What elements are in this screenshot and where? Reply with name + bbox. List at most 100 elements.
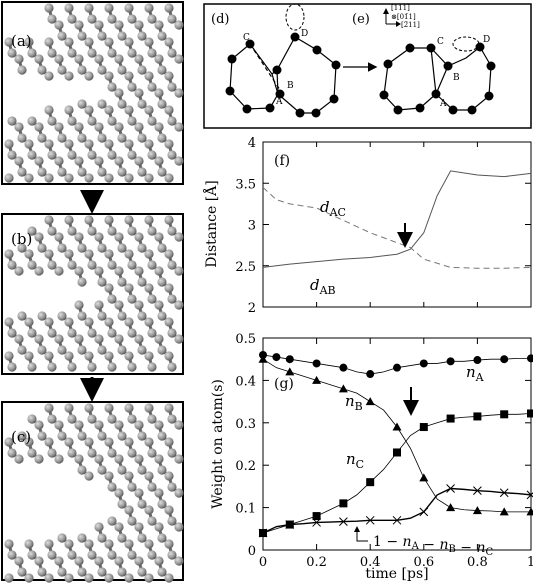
point-1-n-a-n-b-n-c — [365, 515, 375, 525]
point-n-c — [419, 423, 428, 432]
panel-label-c: (c) — [11, 428, 31, 446]
series-label-n-b: nB — [345, 392, 363, 413]
series-label-d-ab: dAB — [310, 276, 336, 297]
point-1-n-a-n-b-n-c — [339, 517, 348, 526]
series-line-n-c — [262, 413, 532, 534]
x-tick-label-g: 0.8 — [467, 555, 488, 570]
y-tick-label-g: 0.1 — [235, 502, 256, 517]
crystal-structure-a — [4, 3, 184, 183]
y-tick-label-f: 2.5 — [235, 260, 256, 275]
point-n-c — [527, 409, 533, 418]
panel-b-frame — [1, 213, 184, 375]
atom-label-a-d: A — [275, 97, 283, 107]
schematic-e: C D B A — [379, 35, 496, 115]
point-n-c — [393, 448, 401, 457]
series-markers-n-b — [258, 354, 533, 516]
y-tick-label-f: 2 — [248, 301, 256, 316]
point-n-c — [339, 499, 348, 508]
point-n-b — [392, 422, 402, 431]
point-1-n-a-n-b-n-c — [473, 486, 482, 495]
point-n-a — [339, 363, 348, 372]
point-1-n-a-n-b-n-c — [419, 507, 429, 517]
point-n-c — [500, 410, 509, 419]
x-tick-label-g: 0.4 — [360, 555, 381, 570]
point-n-a — [446, 357, 455, 366]
plot-frame-g — [262, 337, 532, 551]
y-tick-label-g: 0.2 — [235, 459, 256, 474]
series-line-d-ab — [262, 170, 532, 268]
panel-label-e: (e) — [352, 12, 370, 27]
panel-label-d: (d) — [211, 12, 229, 27]
atom-label-d-d: D — [301, 29, 308, 39]
point-n-b — [365, 397, 375, 406]
point-n-a — [527, 354, 533, 363]
point-n-a — [272, 353, 281, 362]
panel-label-g: (g) — [274, 376, 294, 392]
point-n-b — [419, 473, 429, 482]
point-1-n-a-n-b-n-c — [312, 518, 321, 527]
point-n-a — [312, 359, 321, 368]
panel-label-a: (a) — [11, 32, 32, 50]
series-label-n-c: nC — [346, 450, 364, 471]
point-n-b — [472, 506, 482, 515]
series-line-d-ac — [262, 187, 532, 269]
series-label-n-a: nA — [466, 363, 485, 384]
axis-label-111: [111] — [391, 4, 410, 12]
point-n-a — [500, 355, 509, 364]
plot-frame-f — [262, 141, 532, 308]
point-n-b — [258, 354, 268, 363]
crystal-structure-c — [4, 403, 184, 583]
distance-chart: 2 2.5 3 3.5 4 (f) Distance [Å] dAB dAC — [202, 136, 532, 316]
point-n-a — [285, 355, 294, 364]
series-label-d-ac: dAC — [320, 198, 346, 219]
point-n-c — [446, 414, 455, 423]
series-line-n-b — [262, 358, 531, 513]
point-1-n-a-n-b-n-c — [285, 520, 295, 529]
point-n-b — [499, 507, 509, 516]
point-n-b — [446, 503, 456, 512]
point-1-n-a-n-b-n-c — [446, 484, 455, 493]
atom-label-d-e: D — [483, 35, 490, 45]
y-tick-label-g: 0.4 — [235, 374, 256, 389]
point-n-c — [312, 512, 321, 521]
point-n-b — [312, 375, 322, 384]
point-1-n-a-n-b-n-c — [526, 490, 533, 500]
y-axis-label-g: Weight on atom(s) — [210, 379, 226, 509]
point-n-c — [366, 478, 375, 487]
point-n-b — [526, 507, 533, 516]
panel-label-f: (f) — [274, 153, 290, 169]
crystal-structure-b — [4, 215, 184, 372]
crystal-axes: [111] ⊗[01̄1] [2̄11] — [383, 4, 420, 29]
y-axis-label-f: Distance [Å] — [202, 180, 220, 268]
point-n-c — [473, 412, 482, 421]
schematic-d: C D B A — [225, 3, 341, 118]
point-1-n-a-n-b-n-c — [258, 528, 268, 538]
atom-label-b-d: B — [287, 81, 294, 91]
panel-label-b: (b) — [11, 230, 32, 248]
series-markers-n-a — [259, 350, 533, 379]
point-1-n-a-n-b-n-c — [392, 515, 402, 525]
weight-chart: 0 0.1 0.2 0.3 0.4 0.5 0 0.2 0.4 0.6 0.8 1 (g) Weigh… — [210, 332, 533, 582]
x-tick-label-g: 1 — [527, 555, 533, 570]
point-n-a — [473, 356, 482, 365]
y-tick-label-f: 4 — [248, 136, 256, 151]
y-tick-label-g: 0.5 — [235, 332, 256, 347]
panel-de-frame — [203, 3, 532, 129]
series-markers-1-n-a-n-b-n-c — [258, 484, 533, 538]
atom-label-a-e: A — [439, 99, 447, 109]
y-tick-label-g: 0.3 — [235, 417, 256, 432]
point-n-a — [366, 370, 375, 379]
series-label-remainder: 1 − nA − nB − nC — [373, 534, 494, 558]
x-tick-label-g: 0.2 — [306, 555, 327, 570]
atom-label-c-e: C — [437, 37, 444, 47]
point-n-b — [338, 384, 348, 393]
atom-label-c-d: C — [243, 33, 250, 43]
y-tick-label-g: 0 — [248, 544, 256, 559]
axis-label-011: ⊗[01̄1] — [391, 13, 416, 21]
y-tick-label-f: 3.5 — [235, 177, 256, 192]
y-tick-label-f: 3 — [248, 219, 256, 234]
point-n-a — [419, 359, 428, 368]
point-n-b — [285, 367, 295, 376]
atom-label-b-e: B — [453, 73, 460, 83]
